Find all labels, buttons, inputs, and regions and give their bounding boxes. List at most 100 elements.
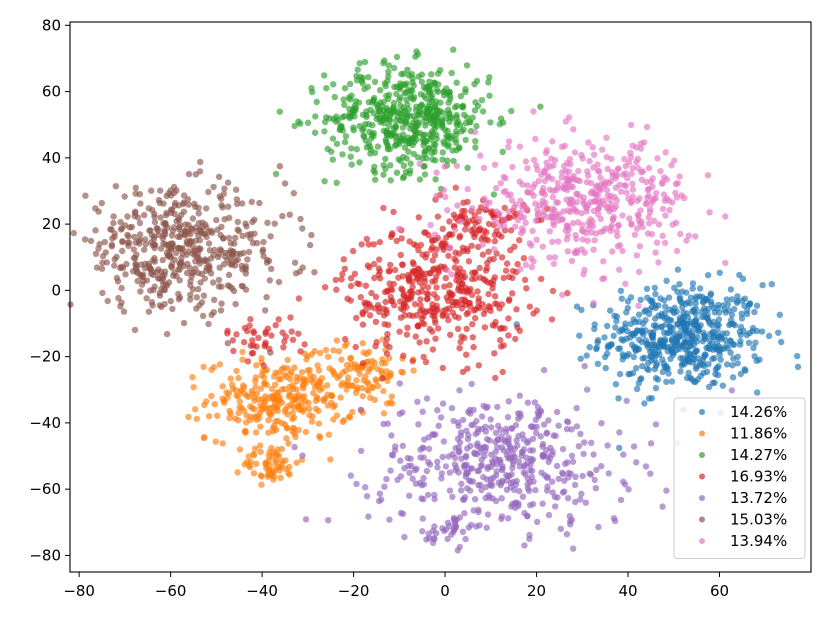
- data-point: [288, 328, 295, 335]
- data-point: [391, 302, 398, 309]
- data-point: [471, 307, 478, 314]
- data-point: [239, 348, 246, 356]
- data-point: [428, 246, 435, 253]
- data-point: [702, 333, 709, 340]
- data-point: [420, 444, 427, 452]
- data-point: [469, 114, 476, 121]
- data-point: [597, 186, 604, 194]
- data-point: [371, 163, 378, 170]
- data-point: [456, 345, 463, 352]
- data-point: [388, 393, 395, 400]
- data-point: [200, 292, 208, 299]
- data-point: [629, 142, 636, 149]
- data-point: [564, 494, 572, 502]
- data-point: [220, 261, 228, 268]
- data-point: [436, 67, 444, 74]
- data-point: [210, 183, 217, 191]
- data-point: [115, 294, 122, 302]
- data-point: [641, 354, 648, 361]
- data-point: [737, 370, 744, 378]
- data-point: [195, 285, 202, 293]
- data-point: [417, 302, 424, 309]
- data-point: [206, 247, 214, 254]
- data-point: [151, 219, 159, 226]
- data-point: [399, 409, 406, 416]
- data-point: [577, 496, 584, 503]
- data-point: [634, 327, 641, 334]
- data-point: [671, 284, 678, 291]
- data-point: [403, 155, 410, 162]
- data-point: [253, 362, 260, 369]
- data-point: [704, 272, 712, 279]
- data-point: [426, 461, 434, 468]
- data-point: [685, 232, 692, 239]
- data-point: [189, 215, 197, 222]
- data-point: [669, 199, 676, 206]
- data-point: [549, 489, 556, 496]
- data-point: [689, 280, 697, 287]
- data-point: [433, 169, 440, 176]
- data-point: [403, 331, 411, 338]
- data-point: [376, 238, 383, 246]
- data-point: [217, 307, 225, 314]
- data-point: [673, 247, 681, 255]
- data-point: [679, 288, 686, 295]
- data-point: [674, 180, 681, 187]
- data-point: [98, 265, 106, 272]
- data-point: [598, 180, 605, 188]
- data-point: [332, 118, 339, 125]
- data-point: [475, 508, 482, 516]
- data-point: [247, 413, 255, 420]
- data-point: [619, 212, 626, 219]
- data-point: [278, 420, 286, 427]
- data-point: [484, 403, 491, 410]
- data-point: [456, 387, 463, 394]
- data-point: [561, 185, 568, 193]
- data-point: [195, 220, 202, 227]
- data-point: [433, 273, 440, 280]
- data-point: [453, 299, 461, 306]
- data-point: [137, 261, 145, 268]
- data-point: [293, 459, 300, 466]
- data-point: [580, 450, 587, 458]
- data-point: [399, 369, 406, 376]
- data-point: [667, 323, 674, 331]
- data-point: [562, 460, 569, 467]
- data-point: [354, 384, 361, 391]
- data-point: [516, 327, 523, 334]
- data-point: [289, 336, 297, 343]
- data-point: [738, 315, 746, 322]
- data-point: [568, 426, 575, 433]
- data-point: [680, 318, 687, 326]
- data-point: [395, 274, 402, 281]
- data-point: [335, 348, 343, 355]
- data-point: [340, 417, 348, 424]
- data-point: [449, 451, 456, 458]
- data-point: [379, 374, 386, 382]
- data-point: [300, 392, 308, 400]
- data-point: [441, 92, 448, 99]
- data-point: [728, 387, 736, 394]
- data-point: [516, 143, 524, 150]
- data-point: [338, 276, 345, 283]
- data-point: [387, 261, 394, 269]
- data-point: [224, 340, 231, 347]
- data-point: [437, 414, 445, 421]
- data-point: [401, 533, 408, 541]
- data-point: [699, 357, 707, 364]
- data-point: [544, 453, 552, 460]
- data-point: [497, 343, 505, 350]
- data-point: [497, 426, 504, 433]
- data-point: [459, 368, 467, 376]
- data-point: [353, 363, 361, 371]
- data-point: [233, 331, 240, 338]
- data-point: [431, 231, 439, 238]
- data-point: [275, 369, 282, 376]
- data-point: [534, 404, 542, 411]
- data-point: [154, 275, 162, 282]
- data-point: [650, 322, 658, 329]
- data-point: [376, 308, 383, 315]
- data-point: [450, 211, 458, 218]
- data-point: [192, 406, 199, 413]
- data-point: [488, 451, 495, 458]
